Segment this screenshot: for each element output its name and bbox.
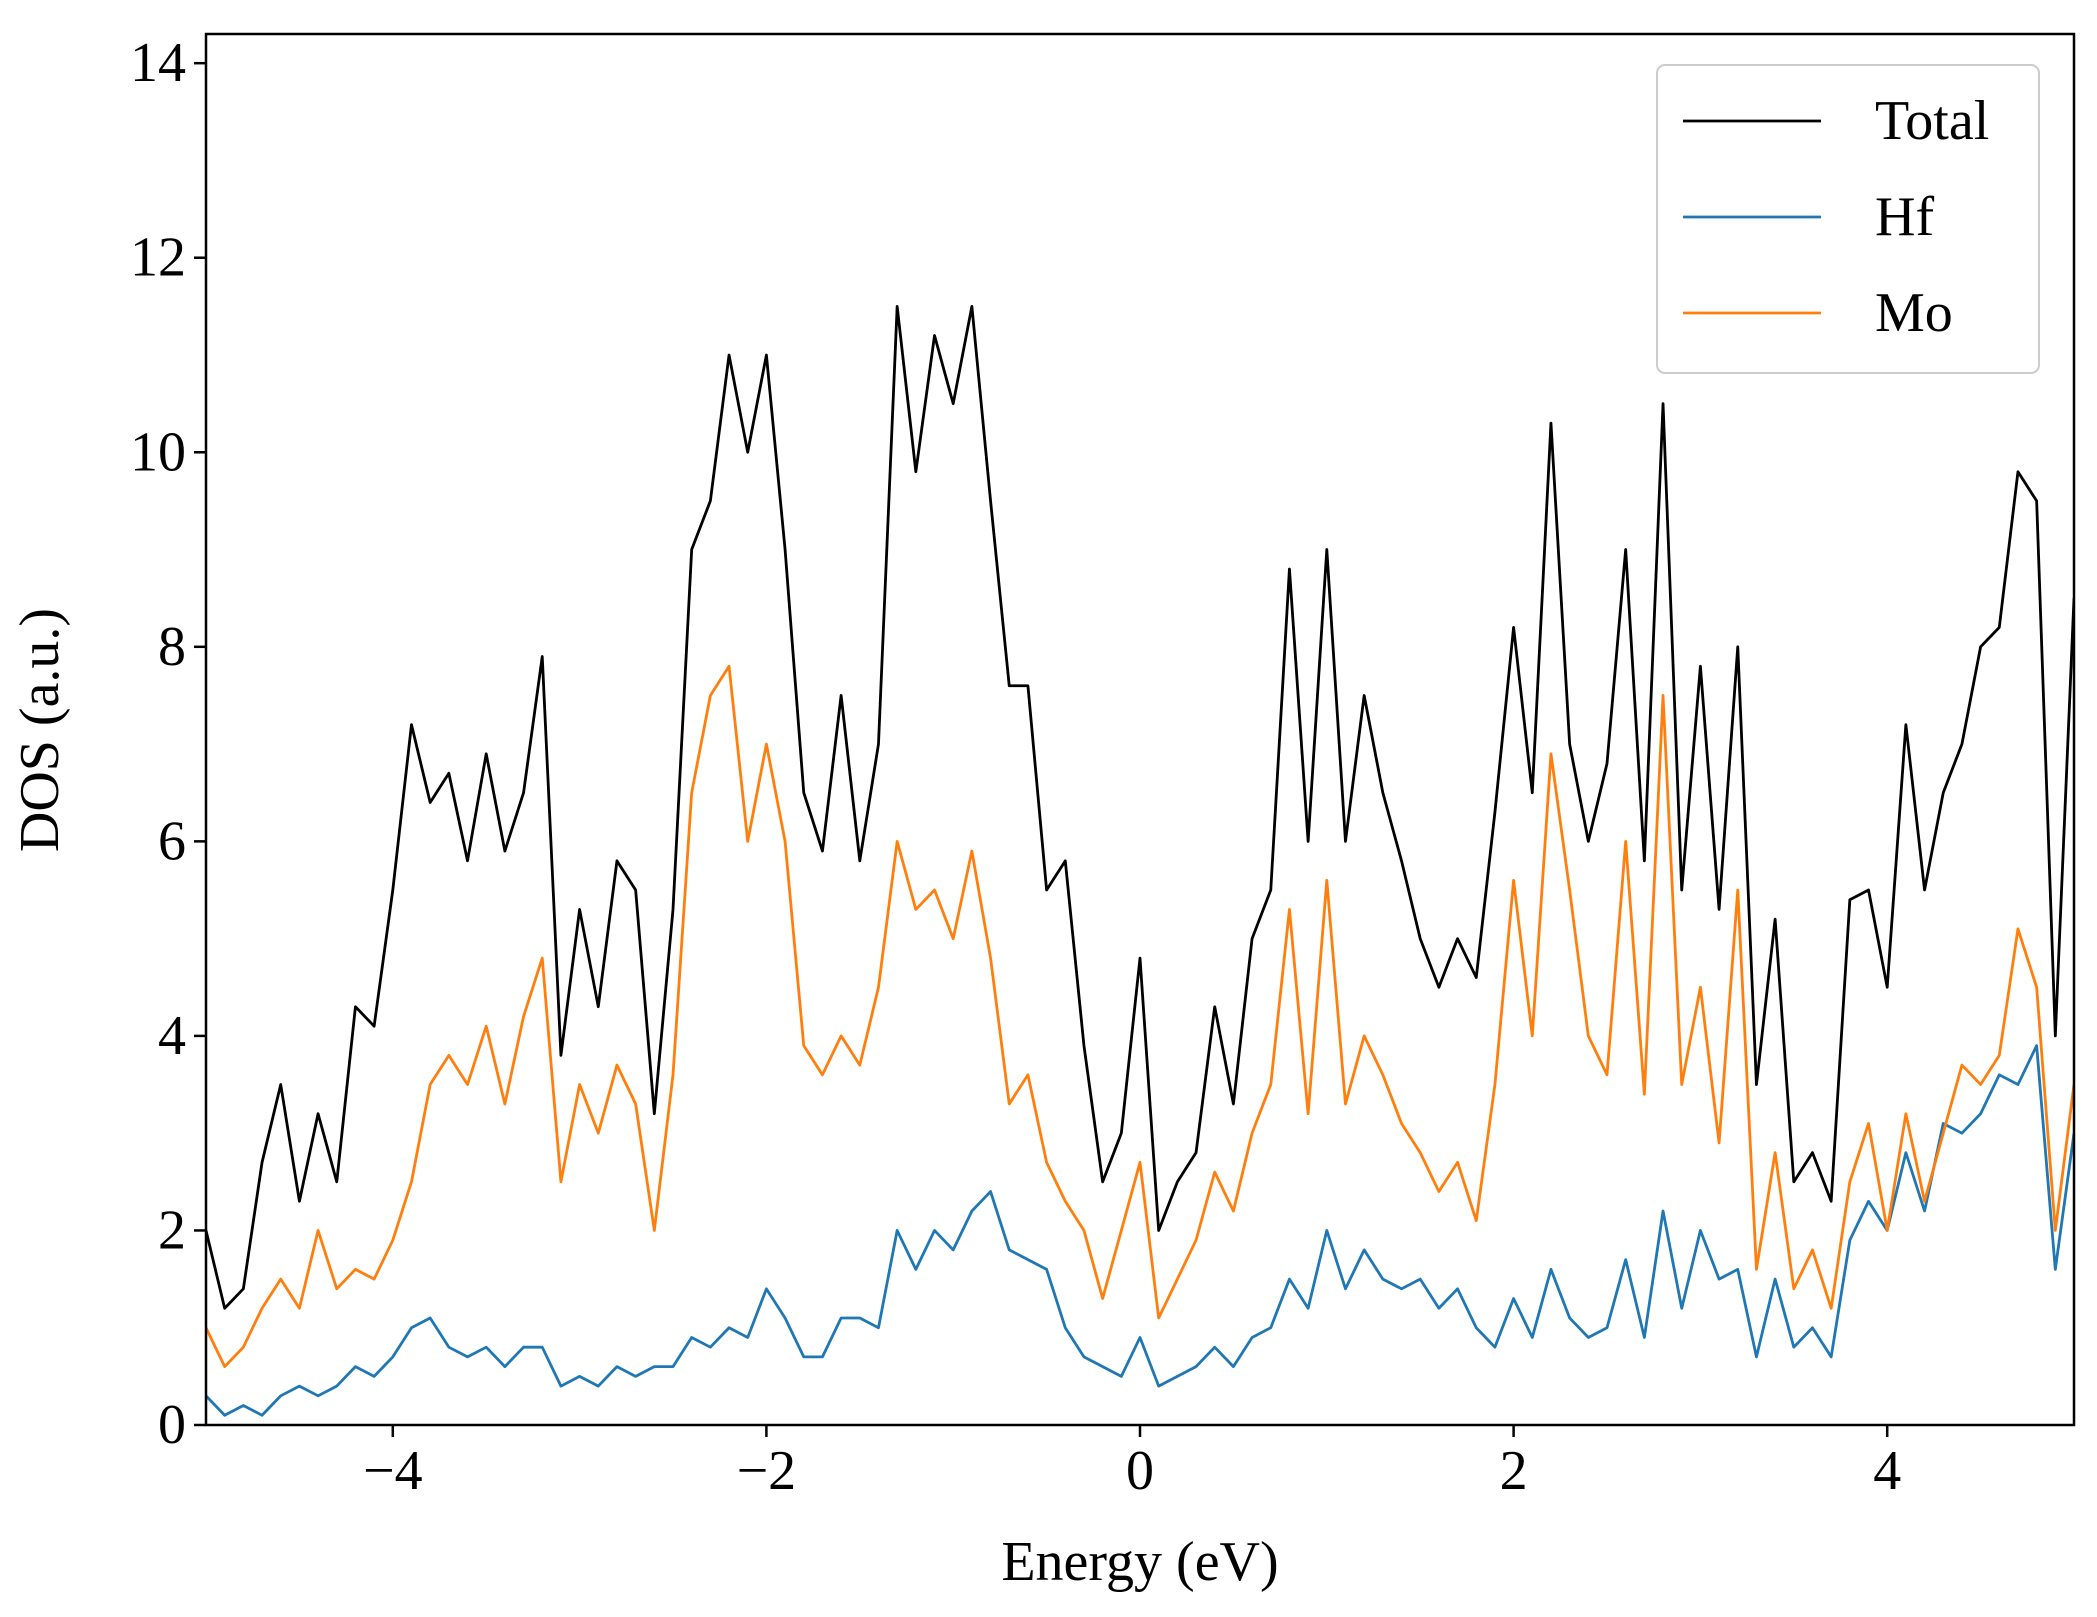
x-tick-label: 2 bbox=[1500, 1440, 1528, 1502]
y-tick-label: 0 bbox=[158, 1394, 186, 1456]
y-tick-label: 4 bbox=[158, 1005, 186, 1067]
legend-label: Hf bbox=[1875, 186, 1934, 248]
legend-label: Mo bbox=[1875, 282, 1953, 344]
y-tick-label: 2 bbox=[158, 1199, 186, 1261]
legend-box bbox=[1656, 64, 2040, 374]
x-tick-label: −4 bbox=[363, 1440, 423, 1502]
y-tick-label: 6 bbox=[158, 810, 186, 872]
x-axis-label: Energy (eV) bbox=[1001, 1531, 1278, 1593]
series-line bbox=[206, 664, 2074, 1369]
x-tick-label: 0 bbox=[1126, 1440, 1154, 1502]
x-tick-label: 4 bbox=[1873, 1440, 1901, 1502]
y-tick-label: 14 bbox=[130, 32, 186, 94]
y-tick-label: 12 bbox=[130, 227, 186, 289]
y-tick-label: 8 bbox=[158, 616, 186, 678]
series-line bbox=[206, 1044, 2074, 1417]
y-axis-label: DOS (a.u.) bbox=[9, 608, 71, 852]
plot-lines bbox=[206, 304, 2074, 1417]
series-line bbox=[206, 304, 2074, 1310]
legend-label: Total bbox=[1875, 90, 1989, 152]
x-tick-label: −2 bbox=[737, 1440, 797, 1502]
y-tick-label: 10 bbox=[130, 421, 186, 483]
